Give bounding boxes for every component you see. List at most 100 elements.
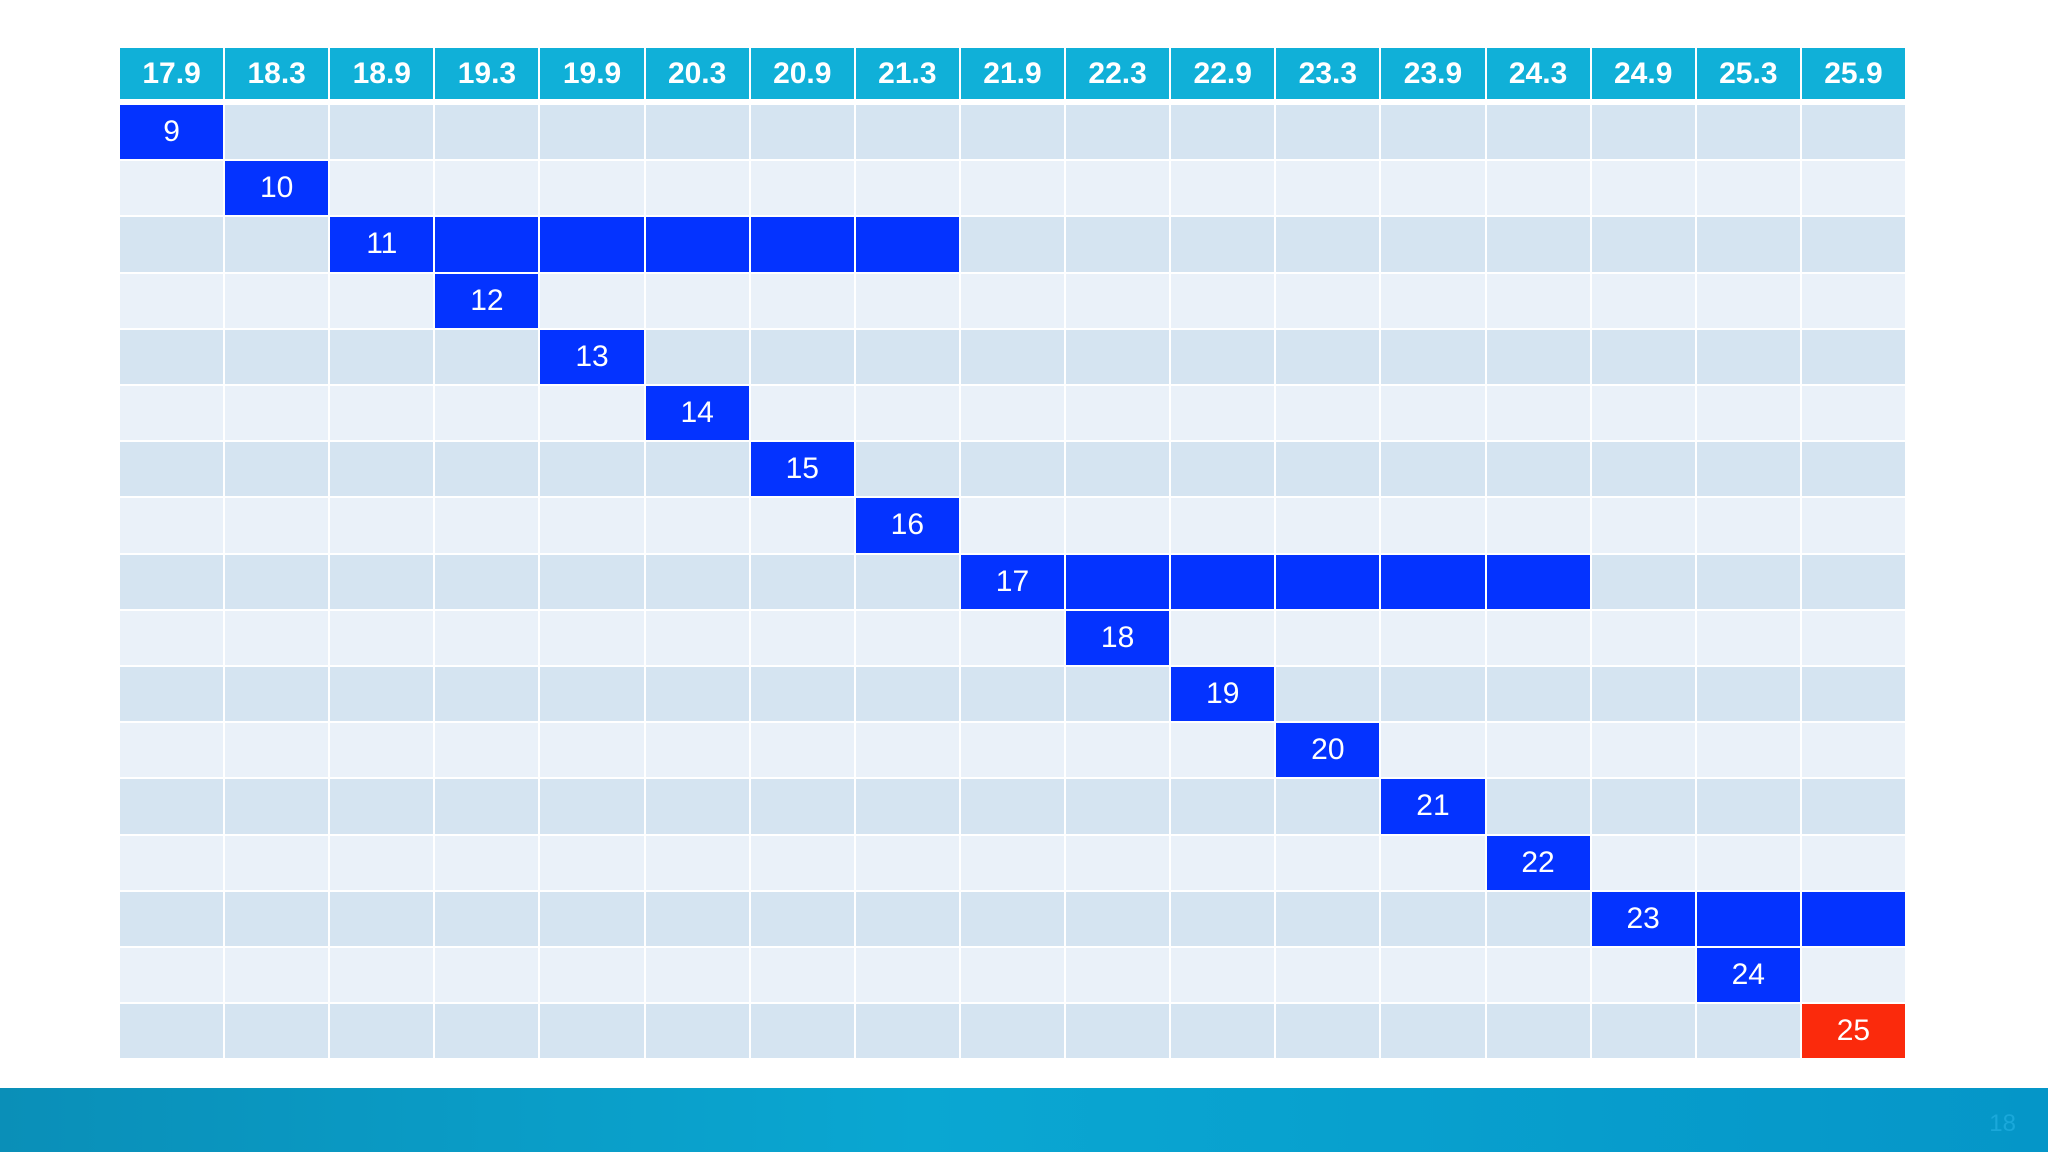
- empty-cell: [1381, 161, 1485, 216]
- empty-cell: [120, 948, 224, 1003]
- empty-cell: [1066, 386, 1170, 441]
- empty-cell: [855, 779, 959, 834]
- empty-cell: [1696, 554, 1800, 609]
- empty-cell: [1276, 105, 1380, 160]
- empty-cell: [225, 610, 329, 665]
- header-cell: 25.3: [1696, 48, 1800, 99]
- empty-cell: [855, 723, 959, 778]
- empty-cell: [855, 442, 959, 497]
- empty-cell: [750, 891, 854, 946]
- empty-cell: [1171, 723, 1275, 778]
- empty-cell: [1486, 386, 1590, 441]
- empty-cell: [1801, 105, 1905, 160]
- empty-cell: [1276, 779, 1380, 834]
- empty-cell: [225, 835, 329, 890]
- header-cell: 22.3: [1066, 48, 1170, 99]
- header-cell: 18.9: [330, 48, 434, 99]
- empty-cell: [960, 386, 1065, 441]
- empty-cell: [1591, 161, 1695, 216]
- empty-cell: [1486, 273, 1590, 328]
- empty-cell: [225, 723, 329, 778]
- empty-cell: [1276, 498, 1380, 553]
- empty-cell: [1276, 386, 1380, 441]
- empty-cell: [1486, 667, 1590, 722]
- highlight-cell: [645, 217, 749, 272]
- empty-cell: [645, 498, 749, 553]
- empty-cell: [1066, 779, 1170, 834]
- empty-cell: [960, 442, 1065, 497]
- empty-cell: [330, 273, 434, 328]
- empty-cell: [1066, 948, 1170, 1003]
- highlight-cell: 20: [1276, 723, 1380, 778]
- empty-cell: [1171, 161, 1275, 216]
- empty-cell: [120, 667, 224, 722]
- empty-cell: [1171, 948, 1275, 1003]
- empty-cell: [1381, 667, 1485, 722]
- empty-cell: [750, 554, 854, 609]
- empty-cell: [1486, 498, 1590, 553]
- empty-cell: [855, 273, 959, 328]
- empty-cell: [645, 610, 749, 665]
- empty-cell: [1801, 442, 1905, 497]
- empty-cell: [225, 554, 329, 609]
- empty-cell: [120, 723, 224, 778]
- empty-cell: [120, 386, 224, 441]
- empty-cell: [1801, 161, 1905, 216]
- empty-cell: [1486, 948, 1590, 1003]
- header-cell: 20.3: [645, 48, 749, 99]
- empty-cell: [855, 386, 959, 441]
- empty-cell: [645, 161, 749, 216]
- highlight-cell: [1381, 554, 1485, 609]
- empty-cell: [750, 386, 854, 441]
- empty-cell: [1696, 835, 1800, 890]
- empty-cell: [1381, 386, 1485, 441]
- empty-cell: [1696, 779, 1800, 834]
- empty-cell: [540, 386, 644, 441]
- empty-cell: [1276, 273, 1380, 328]
- empty-cell: [225, 498, 329, 553]
- empty-cell: [1591, 667, 1695, 722]
- empty-cell: [645, 723, 749, 778]
- highlight-cell: 17: [960, 554, 1065, 609]
- empty-cell: [960, 835, 1065, 890]
- highlight-cell: [1276, 554, 1380, 609]
- empty-cell: [1276, 217, 1380, 272]
- empty-cell: [645, 948, 749, 1003]
- empty-cell: [225, 779, 329, 834]
- empty-cell: [435, 554, 539, 609]
- empty-cell: [540, 442, 644, 497]
- empty-cell: [1381, 891, 1485, 946]
- empty-cell: [1591, 779, 1695, 834]
- empty-cell: [1171, 105, 1275, 160]
- empty-cell: [225, 891, 329, 946]
- empty-cell: [330, 105, 434, 160]
- empty-cell: [435, 891, 539, 946]
- empty-cell: [120, 779, 224, 834]
- header-cell: 24.9: [1591, 48, 1695, 99]
- empty-cell: [1696, 161, 1800, 216]
- empty-cell: [330, 161, 434, 216]
- empty-cell: [1066, 442, 1170, 497]
- empty-cell: [1276, 442, 1380, 497]
- empty-cell: [540, 105, 644, 160]
- header-cell: 23.9: [1381, 48, 1485, 99]
- empty-cell: [120, 835, 224, 890]
- empty-cell: [1591, 554, 1695, 609]
- empty-cell: [1066, 329, 1170, 384]
- empty-cell: [855, 835, 959, 890]
- empty-cell: [1381, 1004, 1485, 1059]
- highlight-cell: 19: [1171, 667, 1275, 722]
- highlight-cell: 15: [750, 442, 854, 497]
- empty-cell: [1381, 610, 1485, 665]
- empty-cell: [1171, 498, 1275, 553]
- empty-cell: [1381, 273, 1485, 328]
- empty-cell: [1171, 779, 1275, 834]
- empty-cell: [1276, 948, 1380, 1003]
- empty-cell: [330, 442, 434, 497]
- empty-cell: [855, 948, 959, 1003]
- empty-cell: [435, 498, 539, 553]
- empty-cell: [1801, 667, 1905, 722]
- empty-cell: [750, 273, 854, 328]
- empty-cell: [225, 217, 329, 272]
